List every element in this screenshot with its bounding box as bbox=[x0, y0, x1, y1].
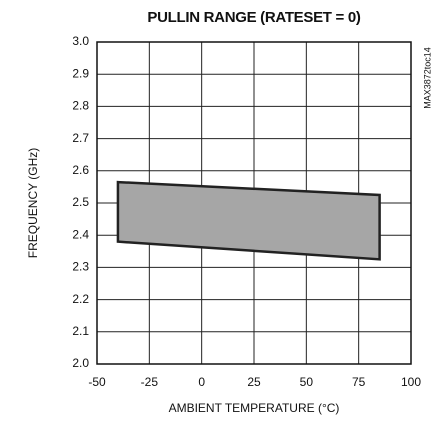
y-tick-label: 2.9 bbox=[72, 66, 89, 80]
y-tick-label: 3.0 bbox=[72, 34, 89, 48]
x-tick-label: -50 bbox=[88, 375, 106, 389]
y-tick-label: 2.7 bbox=[72, 131, 89, 145]
y-tick-label: 2.4 bbox=[72, 227, 89, 241]
x-axis-label: AMBIENT TEMPERATURE (°C) bbox=[169, 401, 340, 415]
pullin-range-area bbox=[116, 180, 381, 261]
y-tick-label: 2.2 bbox=[72, 292, 89, 306]
y-tick-label: 2.0 bbox=[72, 356, 89, 370]
y-tick-label: 2.5 bbox=[72, 195, 89, 209]
y-tick-label: 2.1 bbox=[72, 324, 89, 338]
annotation: MAX3872toc14 bbox=[422, 47, 432, 109]
y-axis-label: FREQUENCY (GHz) bbox=[26, 148, 40, 258]
y-tick-label: 2.8 bbox=[72, 99, 89, 113]
y-tick-label: 2.3 bbox=[72, 260, 89, 274]
y-tick-label: 2.6 bbox=[72, 163, 89, 177]
x-tick-label: -25 bbox=[141, 375, 159, 389]
chart-title: PULLIN RANGE (RATESET = 0) bbox=[147, 9, 360, 26]
x-tick-label: 0 bbox=[198, 375, 205, 389]
x-tick-label: 100 bbox=[401, 375, 421, 389]
x-tick-label: 75 bbox=[352, 375, 366, 389]
plot-frame bbox=[96, 41, 412, 365]
x-tick-label: 25 bbox=[247, 375, 261, 389]
x-tick-label: 50 bbox=[300, 375, 314, 389]
